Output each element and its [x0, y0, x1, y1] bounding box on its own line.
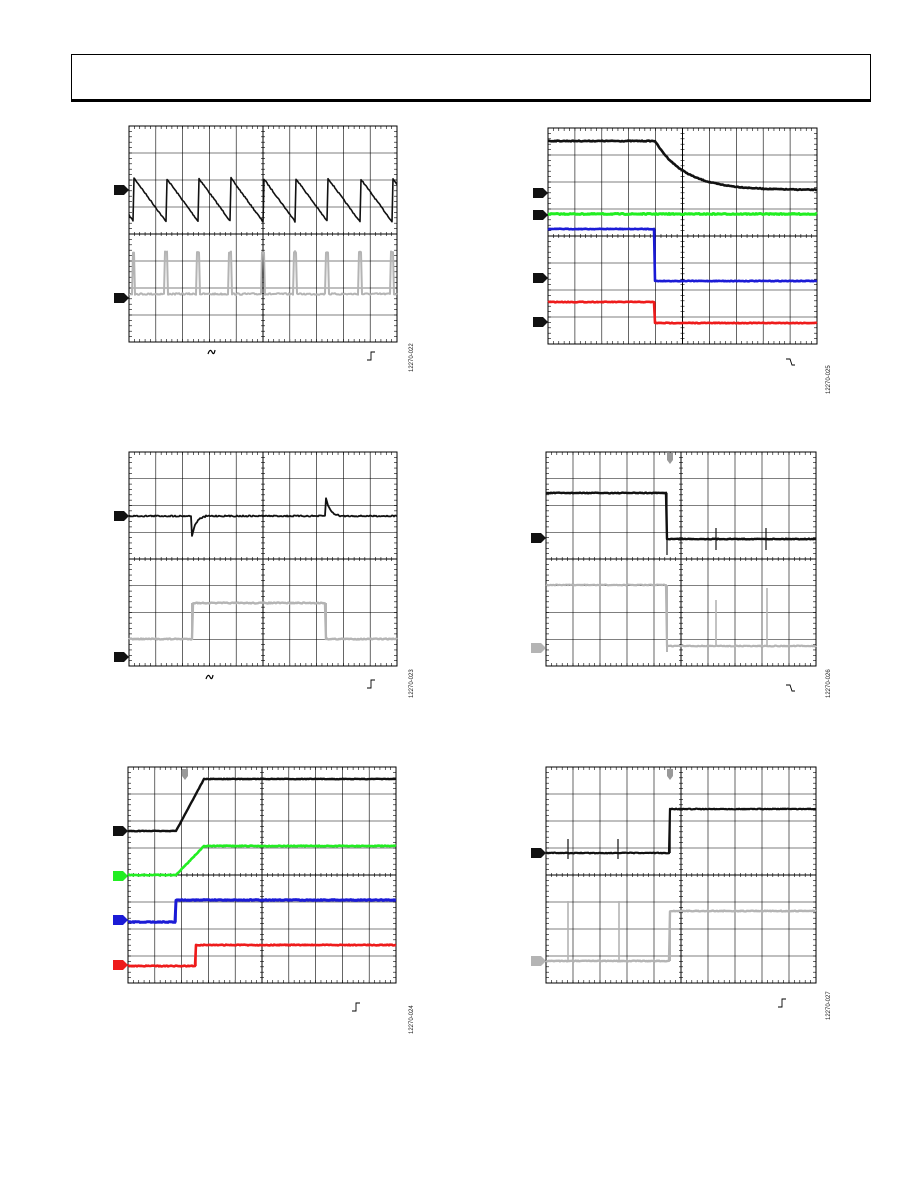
scope-minor-ticks [545, 766, 817, 984]
channel-marker-2 [114, 293, 129, 303]
channel-marker-2 [531, 956, 546, 966]
channel-marker-1 [114, 185, 129, 195]
channel-marker-4 [533, 317, 548, 327]
channel-marker-2 [113, 871, 128, 881]
trace-ch1-output [545, 807, 817, 855]
falling-edge-icon [786, 358, 795, 366]
trigger-position-icon [667, 769, 673, 780]
scope-minor-ticks [547, 127, 818, 345]
channel-marker-1 [113, 826, 128, 836]
trigger-position-icon [182, 769, 188, 780]
figure-id-fig-26: 12270-026 [826, 669, 832, 698]
figure-id-fig-24: 12270-024 [409, 1005, 415, 1034]
falling-edge-icon [786, 684, 795, 692]
figure-id-fig-22: 12270-022 [409, 343, 415, 372]
tilde-icon [207, 349, 216, 355]
channel-marker-1 [533, 188, 548, 198]
figure-id-fig-25: 12270-025 [826, 365, 832, 394]
channel-marker-2 [531, 643, 546, 653]
trace-ch4-rail [127, 943, 397, 968]
channel-marker-3 [533, 273, 548, 283]
trace-ch2-flat [547, 212, 818, 216]
trace-ch3-rail [127, 898, 397, 924]
scope-plot-fig-25 [533, 127, 818, 366]
trace-ch1-rail [127, 777, 397, 833]
trace-ch3-step [547, 227, 818, 283]
channel-marker-2 [114, 652, 129, 662]
channel-marker-1 [114, 511, 129, 521]
trace-ch2-rail [127, 844, 397, 877]
trace-ch4-step [547, 300, 818, 325]
trace-ch1-output [545, 491, 817, 541]
scope-minor-ticks [545, 451, 817, 667]
trace-ch1-output [128, 497, 398, 537]
channel-marker-2 [533, 210, 548, 220]
trace-ch1-decay [547, 139, 818, 192]
page-header-box [71, 54, 871, 102]
channel-marker-3 [113, 915, 128, 925]
scope-plot-fig-23 [114, 451, 398, 689]
trace-ch2-load [128, 601, 398, 641]
channel-marker-1 [531, 848, 546, 858]
channel-marker-4 [113, 960, 128, 970]
scope-plot-fig-26 [531, 451, 817, 692]
figure-id-fig-27: 12270-027 [826, 991, 832, 1020]
tilde-icon [205, 674, 214, 680]
rising-edge-icon [778, 998, 786, 1008]
trace-ch2-spikes [128, 250, 398, 296]
trace-ch2-enable [545, 909, 817, 963]
scope-minor-ticks [128, 451, 398, 667]
trace-ch2-input [545, 583, 817, 648]
trigger-position-icon [667, 453, 673, 464]
channel-marker-1 [531, 533, 546, 543]
rising-edge-icon [367, 679, 375, 689]
rising-edge-icon [367, 351, 375, 361]
trace-ch1-sawtooth [128, 176, 398, 223]
scope-plot-fig-27 [531, 766, 817, 1008]
scope-plot-fig-22 [114, 125, 398, 361]
scope-plot-fig-24 [113, 766, 397, 1012]
figure-id-fig-23: 12270-023 [409, 669, 415, 698]
rising-edge-icon [352, 1002, 360, 1012]
